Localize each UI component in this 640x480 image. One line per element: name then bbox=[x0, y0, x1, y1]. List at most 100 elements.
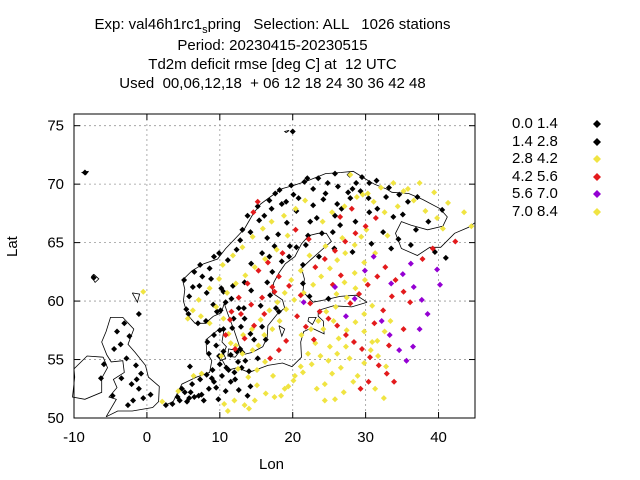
data-point-series-2 bbox=[341, 279, 348, 286]
data-point-series-0 bbox=[264, 279, 271, 286]
axis-ticks: -10 0 10 20 30 40 50 55 60 65 70 75 bbox=[47, 114, 475, 446]
data-point-series-1 bbox=[195, 392, 202, 399]
data-point-series-0 bbox=[254, 203, 261, 210]
data-point-series-3 bbox=[350, 339, 357, 345]
data-point-series-5 bbox=[332, 396, 339, 403]
data-point-series-0 bbox=[189, 381, 196, 388]
data-point-series-0 bbox=[130, 397, 137, 404]
data-point-series-3 bbox=[375, 362, 382, 369]
data-point-series-2 bbox=[224, 407, 231, 414]
data-point-series-1 bbox=[196, 282, 203, 289]
coastline-map bbox=[72, 130, 476, 418]
data-point-series-1 bbox=[90, 274, 97, 281]
data-point-series-3 bbox=[264, 259, 271, 266]
data-point-series-2 bbox=[315, 317, 322, 324]
data-point-series-4 bbox=[396, 347, 403, 354]
data-point-series-0 bbox=[247, 229, 254, 236]
chart-title-line-2: Period: 20230415-20230515 bbox=[177, 37, 368, 54]
x-tick-label: 10 bbox=[211, 429, 228, 446]
data-point-series-2 bbox=[351, 270, 358, 277]
data-point-series-2 bbox=[175, 388, 182, 395]
data-point-series-2 bbox=[219, 261, 226, 268]
data-point-series-2 bbox=[364, 190, 371, 197]
coastline-segment-5 bbox=[283, 130, 290, 134]
data-point-series-1 bbox=[310, 185, 317, 192]
data-point-series-2 bbox=[220, 315, 227, 322]
data-point-series-0 bbox=[278, 201, 285, 208]
data-point-series-2 bbox=[329, 209, 336, 216]
data-point-series-2 bbox=[377, 184, 384, 191]
data-point-series-4 bbox=[410, 284, 417, 291]
data-point-series-0 bbox=[245, 368, 252, 375]
legend-marker-diamond bbox=[593, 172, 601, 181]
data-point-series-2 bbox=[307, 326, 314, 333]
data-point-series-1 bbox=[345, 189, 352, 196]
data-point-series-2 bbox=[269, 326, 276, 333]
data-point-series-2 bbox=[285, 383, 292, 390]
data-point-series-0 bbox=[213, 384, 220, 391]
data-point-series-0 bbox=[189, 284, 196, 291]
data-point-series-4 bbox=[399, 271, 406, 278]
legend-label: 2.8 4.2 bbox=[512, 150, 558, 167]
data-point-series-2 bbox=[251, 397, 258, 404]
data-point-series-0 bbox=[224, 257, 231, 264]
data-point-series-2 bbox=[422, 208, 429, 215]
data-point-series-2 bbox=[229, 252, 236, 259]
data-point-series-0 bbox=[325, 295, 332, 302]
data-point-series-4 bbox=[370, 253, 377, 260]
data-point-series-0 bbox=[272, 190, 279, 197]
data-point-series-2 bbox=[361, 259, 368, 266]
coastline-segment-0 bbox=[101, 316, 160, 418]
coastline-segment-10 bbox=[278, 325, 286, 338]
data-point-series-0 bbox=[191, 268, 198, 275]
data-point-series-0 bbox=[205, 350, 212, 357]
data-point-series-5 bbox=[461, 209, 468, 216]
data-point-series-0 bbox=[191, 393, 198, 400]
data-point-series-1 bbox=[237, 346, 244, 353]
chart-title-line-1: Exp: val46h1rc1spring Selection: ALL 102… bbox=[0, 16, 545, 39]
data-point-series-2 bbox=[343, 327, 350, 334]
data-point-series-0 bbox=[380, 229, 387, 236]
data-point-series-5 bbox=[359, 191, 366, 198]
data-point-series-2 bbox=[342, 343, 349, 350]
data-point-series-4 bbox=[342, 313, 349, 320]
data-point-series-0 bbox=[301, 178, 308, 185]
data-point-series-2 bbox=[270, 372, 277, 379]
data-point-series-2 bbox=[384, 232, 391, 239]
data-point-series-1 bbox=[299, 261, 306, 268]
data-point-series-3 bbox=[452, 238, 459, 245]
data-point-series-0 bbox=[261, 212, 268, 219]
data-point-series-2 bbox=[281, 289, 288, 296]
data-point-series-2 bbox=[242, 272, 249, 279]
data-point-series-1 bbox=[229, 324, 236, 331]
data-point-series-2 bbox=[268, 218, 275, 225]
data-point-series-5 bbox=[404, 185, 411, 192]
data-point-series-3 bbox=[407, 299, 414, 306]
data-point-series-2 bbox=[297, 267, 304, 274]
data-point-series-1 bbox=[235, 386, 242, 393]
data-point-series-0 bbox=[216, 361, 223, 368]
data-point-series-2 bbox=[206, 320, 213, 327]
data-point-series-2 bbox=[280, 212, 287, 219]
data-point-series-0 bbox=[162, 402, 169, 409]
data-point-series-1 bbox=[295, 195, 302, 202]
data-point-series-4 bbox=[410, 343, 417, 350]
data-point-series-4 bbox=[434, 266, 441, 273]
data-point-series-0 bbox=[209, 367, 216, 374]
x-tick-label: 20 bbox=[284, 429, 301, 446]
data-point-series-4 bbox=[418, 296, 425, 303]
data-point-series-0 bbox=[266, 197, 273, 204]
data-point-series-2 bbox=[292, 205, 299, 212]
data-point-series-2 bbox=[390, 179, 397, 186]
data-point-series-2 bbox=[305, 350, 312, 357]
data-point-series-3 bbox=[307, 300, 314, 307]
data-point-series-0 bbox=[337, 222, 344, 229]
data-point-series-0 bbox=[332, 170, 339, 177]
data-point-series-0 bbox=[286, 253, 293, 260]
data-point-series-1 bbox=[237, 323, 244, 330]
data-point-series-2 bbox=[333, 291, 340, 298]
data-point-series-2 bbox=[276, 317, 283, 324]
data-point-series-3 bbox=[275, 273, 282, 280]
data-point-series-2 bbox=[341, 203, 348, 210]
data-point-series-3 bbox=[294, 313, 301, 320]
